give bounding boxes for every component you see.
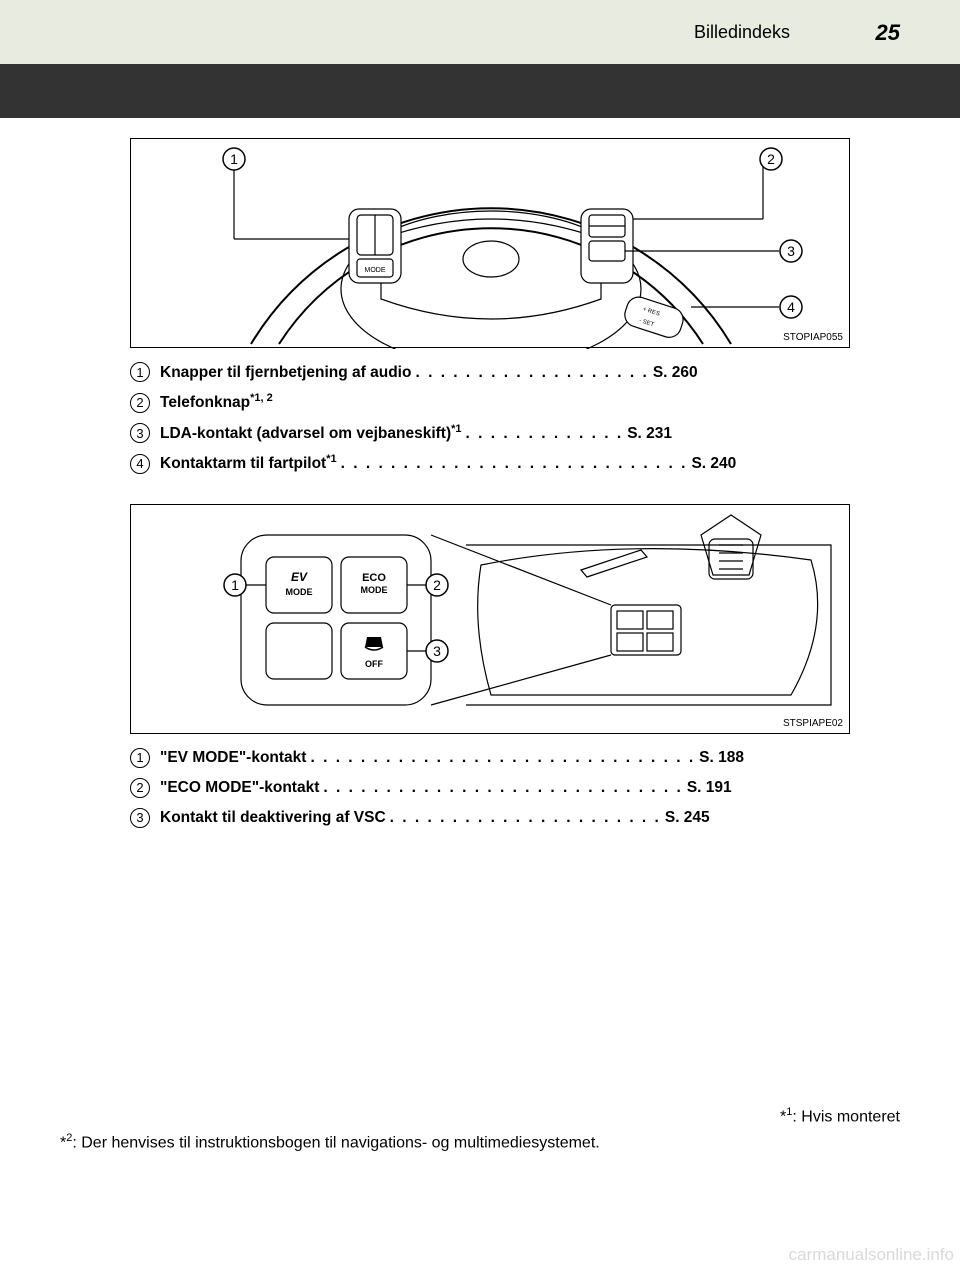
footnotes: *1: Hvis monteret *2: Der henvises til i…: [0, 1106, 960, 1163]
figure-steering-wheel: MODE + RES - SET: [130, 138, 850, 348]
list-console-items: 1 "EV MODE"-kontakt . . . . . . . . . . …: [130, 748, 900, 828]
footnote-1: *1: Hvis monteret: [60, 1106, 900, 1126]
svg-text:2: 2: [433, 577, 441, 593]
page: Billedindeks 25 MODE: [0, 0, 960, 1269]
leader-dots: . . . . . . . . . . . . . . . . . . . . …: [323, 779, 682, 797]
item-number-icon: 4: [130, 454, 150, 474]
item-label: Knapper til fjernbetjening af audio: [160, 364, 411, 382]
svg-text:OFF: OFF: [365, 659, 383, 669]
list-item: 1 Knapper til fjernbetjening af audio . …: [130, 362, 900, 382]
leader-dots: . . . . . . . . . . . . . . . . . . .: [415, 364, 648, 382]
list-steering-items: 1 Knapper til fjernbetjening af audio . …: [130, 362, 900, 474]
item-label: Kontakt til deaktivering af VSC: [160, 809, 386, 827]
svg-text:2: 2: [767, 151, 775, 167]
list-item: 3 LDA-kontakt (advarsel om vejbaneskift)…: [130, 423, 900, 444]
page-ref: S. 240: [691, 455, 736, 473]
leader-dots: . . . . . . . . . . . . .: [466, 425, 624, 443]
leader-dots: . . . . . . . . . . . . . . . . . . . . …: [390, 809, 661, 827]
svg-text:EV: EV: [291, 570, 308, 584]
watermark: carmanualsonline.info: [789, 1245, 954, 1265]
page-number: 25: [876, 20, 900, 46]
svg-text:1: 1: [231, 577, 239, 593]
page-ref: S. 231: [627, 425, 672, 443]
list-item: 2 "ECO MODE"-kontakt . . . . . . . . . .…: [130, 778, 900, 798]
page-ref: S. 260: [653, 364, 698, 382]
tab-band: [0, 64, 960, 118]
section-title: Billedindeks: [694, 22, 790, 43]
header-band: Billedindeks 25: [0, 0, 960, 64]
item-number-icon: 3: [130, 808, 150, 828]
list-item: 2 Telefonknap*1, 2: [130, 392, 900, 413]
item-label: Kontaktarm til fartpilot*1: [160, 453, 337, 473]
svg-text:4: 4: [787, 299, 795, 315]
figure-code: STSPIAPE02: [783, 718, 843, 729]
footnote-2: *2: Der henvises til instruktionsbogen t…: [60, 1132, 900, 1152]
leader-dots: . . . . . . . . . . . . . . . . . . . . …: [341, 455, 688, 473]
leader-dots: . . . . . . . . . . . . . . . . . . . . …: [310, 749, 695, 767]
list-item: 4 Kontaktarm til fartpilot*1 . . . . . .…: [130, 453, 900, 474]
item-label: Telefonknap*1, 2: [160, 392, 273, 412]
svg-text:3: 3: [787, 243, 795, 259]
item-label: LDA-kontakt (advarsel om vejbaneskift)*1: [160, 423, 462, 443]
svg-text:MODE: MODE: [361, 585, 388, 595]
page-ref: S. 191: [687, 779, 732, 797]
figure-console-buttons: EV MODE ECO MODE OFF 1 2: [130, 504, 850, 734]
page-ref: S. 188: [699, 749, 744, 767]
item-number-icon: 2: [130, 393, 150, 413]
item-number-icon: 2: [130, 778, 150, 798]
content-area: MODE + RES - SET: [0, 118, 960, 876]
item-number-icon: 3: [130, 423, 150, 443]
page-ref: S. 245: [665, 809, 710, 827]
console-diagram: EV MODE ECO MODE OFF 1 2: [131, 505, 851, 735]
svg-text:3: 3: [433, 643, 441, 659]
steering-wheel-diagram: MODE + RES - SET: [131, 139, 851, 349]
list-item: 1 "EV MODE"-kontakt . . . . . . . . . . …: [130, 748, 900, 768]
item-label: "ECO MODE"-kontakt: [160, 779, 319, 797]
item-number-icon: 1: [130, 362, 150, 382]
svg-text:1: 1: [230, 151, 238, 167]
item-label: "EV MODE"-kontakt: [160, 749, 306, 767]
svg-text:MODE: MODE: [365, 267, 386, 274]
svg-text:ECO: ECO: [362, 572, 386, 584]
list-item: 3 Kontakt til deaktivering af VSC . . . …: [130, 808, 900, 828]
figure-code: STOPIAP055: [783, 332, 843, 343]
svg-text:MODE: MODE: [286, 587, 313, 597]
item-number-icon: 1: [130, 748, 150, 768]
